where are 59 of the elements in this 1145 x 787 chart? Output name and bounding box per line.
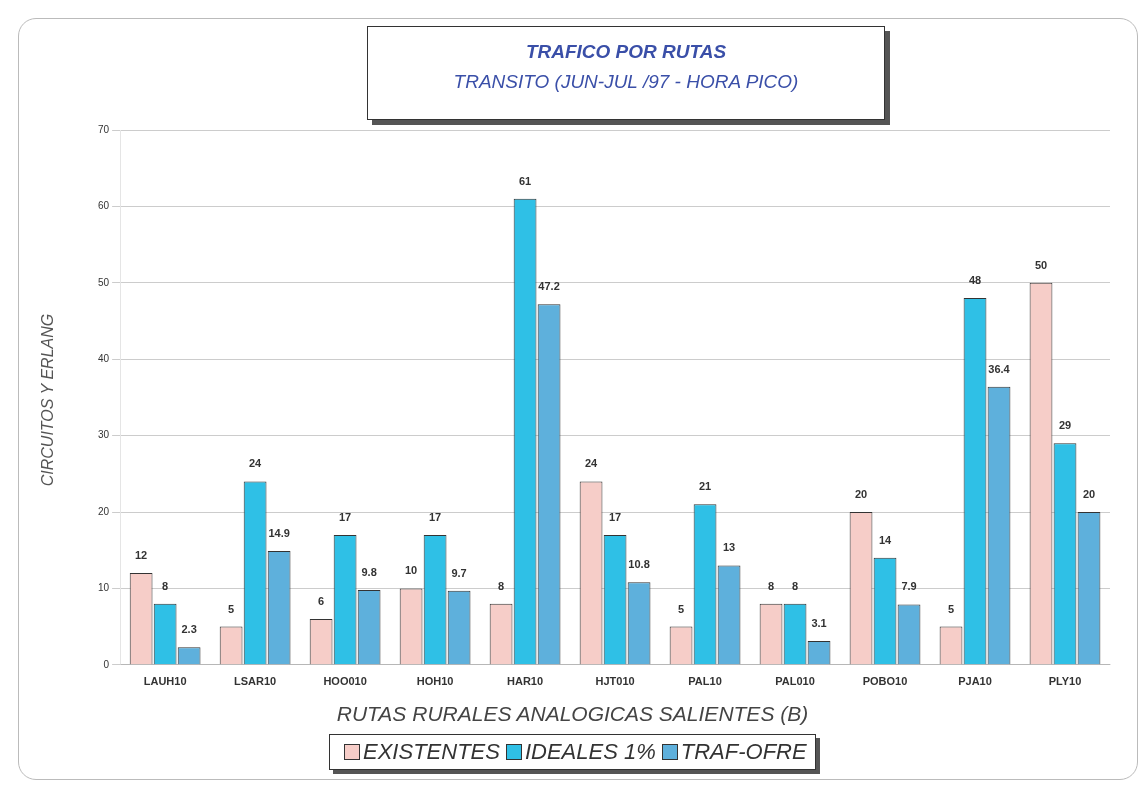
data-label: 3.1 [811, 617, 827, 630]
data-label: 24 [584, 457, 599, 470]
data-label: 5 [677, 602, 685, 615]
data-label: 14 [878, 533, 893, 546]
y-tick-label: 30 [98, 429, 110, 441]
x-tick-label: HJT010 [595, 675, 635, 688]
y-tick-label: 20 [98, 505, 110, 517]
x-tick-label: LAUH10 [143, 675, 187, 688]
x-tick-label: PAL10 [688, 675, 722, 688]
data-label: 61 [518, 174, 532, 187]
legend-label: TRAF-OFRE [680, 739, 807, 765]
data-label: 6 [318, 594, 325, 607]
y-tick-label: 60 [98, 200, 110, 212]
data-label: 20 [1082, 488, 1096, 500]
data-label: 36.4 [988, 362, 1011, 375]
data-label: 5 [947, 602, 955, 615]
x-tick-label: PAL010 [775, 675, 815, 688]
data-label: 50 [1034, 258, 1048, 271]
chart-title: TRAFICO POR RUTAS [524, 41, 728, 63]
y-tick-label: 10 [98, 582, 110, 594]
y-axis-title: CIRCUITOS Y ERLANG [39, 313, 57, 487]
data-label: 47.2 [538, 280, 560, 293]
data-label: 8 [767, 579, 775, 592]
x-tick-label: HAR10 [507, 675, 544, 688]
x-tick-label: LSAR10 [234, 675, 277, 688]
chart-subtitle: TRANSITO (JUN-JUL /97 - HORA PICO) [452, 71, 800, 93]
x-tick-label: HOO010 [323, 675, 367, 688]
data-label: 5 [228, 602, 235, 615]
x-tick-label: PJA10 [958, 675, 992, 688]
data-label: 9.7 [451, 566, 467, 579]
data-label: 10 [404, 564, 418, 577]
x-axis-title: RUTAS RURALES ANALOGICAS SALIENTES (B) [335, 702, 810, 726]
data-label: 24 [248, 457, 263, 470]
data-label: 8 [162, 579, 169, 592]
y-tick-label: 40 [98, 352, 110, 364]
data-label: 29 [1058, 419, 1072, 432]
legend-label: EXISTENTES [363, 739, 500, 765]
data-label: 17 [608, 510, 622, 523]
data-label: 9.8 [361, 565, 377, 578]
data-label: 10.8 [628, 558, 650, 571]
x-tick-label: HOH10 [416, 675, 454, 688]
data-label: 12 [135, 549, 148, 562]
data-label: 7.9 [901, 580, 917, 593]
legend-label: IDEALES 1% [524, 739, 656, 765]
data-label: 8 [791, 579, 799, 592]
y-tick-label: 0 [103, 658, 110, 670]
y-tick-label: 50 [98, 276, 110, 288]
data-label: 17 [338, 510, 352, 523]
y-tick-label: 70 [98, 123, 110, 135]
data-label: 48 [968, 274, 982, 287]
data-label: 8 [498, 579, 505, 592]
x-tick-label: PLY10 [1048, 675, 1082, 688]
data-label: 21 [698, 480, 712, 493]
data-label: 20 [854, 488, 868, 500]
data-label: 13 [722, 541, 736, 554]
data-label: 17 [428, 510, 442, 523]
data-label: 2.3 [181, 623, 197, 636]
x-tick-label: POBO10 [862, 675, 908, 688]
data-label: 14.9 [268, 526, 290, 539]
